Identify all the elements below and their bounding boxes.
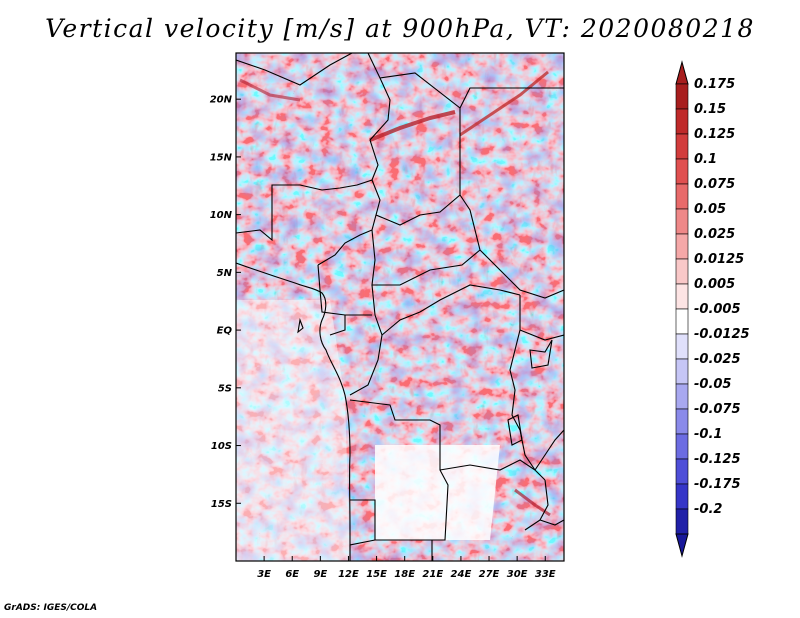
lon-tick-label: 33E <box>535 569 556 580</box>
colorbar-label: -0.075 <box>694 402 741 417</box>
colorbar-label: 0.05 <box>694 202 726 217</box>
lat-tick-label: 20N <box>210 95 233 106</box>
colorbar-top-arrow <box>675 60 689 85</box>
lat-tick-label: 15N <box>210 152 233 163</box>
colorbar-segment <box>675 158 689 185</box>
colorbar-segment <box>675 358 689 385</box>
colorbar-label: -0.05 <box>694 377 731 392</box>
colorbar-segment <box>675 333 689 360</box>
colorbar-label: 0.1 <box>694 152 717 167</box>
colorbar-segment <box>675 508 689 535</box>
colorbar-label: 0.175 <box>694 77 735 92</box>
latitude-axis: 20N 15N 10N 5N EQ 5S 10S 15S <box>210 95 241 510</box>
lon-tick-label: 15E <box>366 569 387 580</box>
colorbar-segment <box>675 433 689 460</box>
colorbar-segment <box>675 308 689 335</box>
colorbar-label: 0.0125 <box>694 252 744 267</box>
lon-tick-label: 30E <box>507 569 528 580</box>
lon-tick-label: 6E <box>285 569 299 580</box>
colorbar-segment <box>675 108 689 135</box>
colorbar-label: 0.005 <box>694 277 735 292</box>
colorbar-label: -0.0125 <box>694 327 750 342</box>
colorbar-segment <box>675 383 689 410</box>
colorbar-segment <box>675 458 689 485</box>
colorbar-segment <box>675 183 689 210</box>
lat-tick-label: 5S <box>218 383 232 394</box>
colorbar-label: 0.125 <box>694 127 735 142</box>
colorbar-segment <box>675 483 689 510</box>
vertical-velocity-field <box>236 53 564 561</box>
colorbar-label: -0.005 <box>694 302 741 317</box>
colorbar-label: -0.125 <box>694 452 741 467</box>
lon-tick-label: 27E <box>479 569 500 580</box>
lat-tick-label: 15S <box>211 499 232 510</box>
colorbar-segment <box>675 283 689 310</box>
colorbar-label: -0.175 <box>694 477 741 492</box>
colorbar-segment <box>675 258 689 285</box>
longitude-axis: 3E 6E 9E 12E 15E 18E 21E 24E 27E 30E 33E <box>257 556 556 580</box>
colorbar-label: 0.025 <box>694 227 735 242</box>
lat-tick-label: 10S <box>211 441 232 452</box>
lat-tick-label: 5N <box>217 268 233 279</box>
lon-tick-label: 18E <box>394 569 415 580</box>
lon-tick-label: 24E <box>451 569 472 580</box>
colorbar-bottom-arrow <box>675 533 689 558</box>
plot-frame <box>235 52 565 562</box>
colorbar-label: 0.15 <box>694 102 726 117</box>
colorbar-segment <box>675 233 689 260</box>
colorbar-label: -0.025 <box>694 352 741 367</box>
lon-tick-label: 3E <box>257 569 271 580</box>
colorbar-segment <box>675 83 689 110</box>
colorbar-label: -0.1 <box>694 427 722 442</box>
colorbar: 0.175 0.15 0.125 0.1 0.075 0.05 0.025 0.0125 0.0… <box>675 60 750 558</box>
lon-tick-label: 9E <box>313 569 327 580</box>
chart-title: Vertical velocity [m/s] at 900hPa, VT: 2… <box>45 14 755 43</box>
lon-tick-label: 21E <box>422 569 443 580</box>
footer-credit: GrADS: IGES/COLA <box>4 603 98 613</box>
lat-tick-label: 10N <box>210 210 233 221</box>
colorbar-segment <box>675 133 689 160</box>
colorbar-segment <box>675 208 689 235</box>
colorbar-label: -0.2 <box>694 502 722 517</box>
country-boundaries <box>236 53 564 561</box>
lon-tick-label: 12E <box>338 569 359 580</box>
colorbar-label: 0.075 <box>694 177 735 192</box>
colorbar-segment <box>675 408 689 435</box>
lat-tick-label: EQ <box>217 326 233 337</box>
